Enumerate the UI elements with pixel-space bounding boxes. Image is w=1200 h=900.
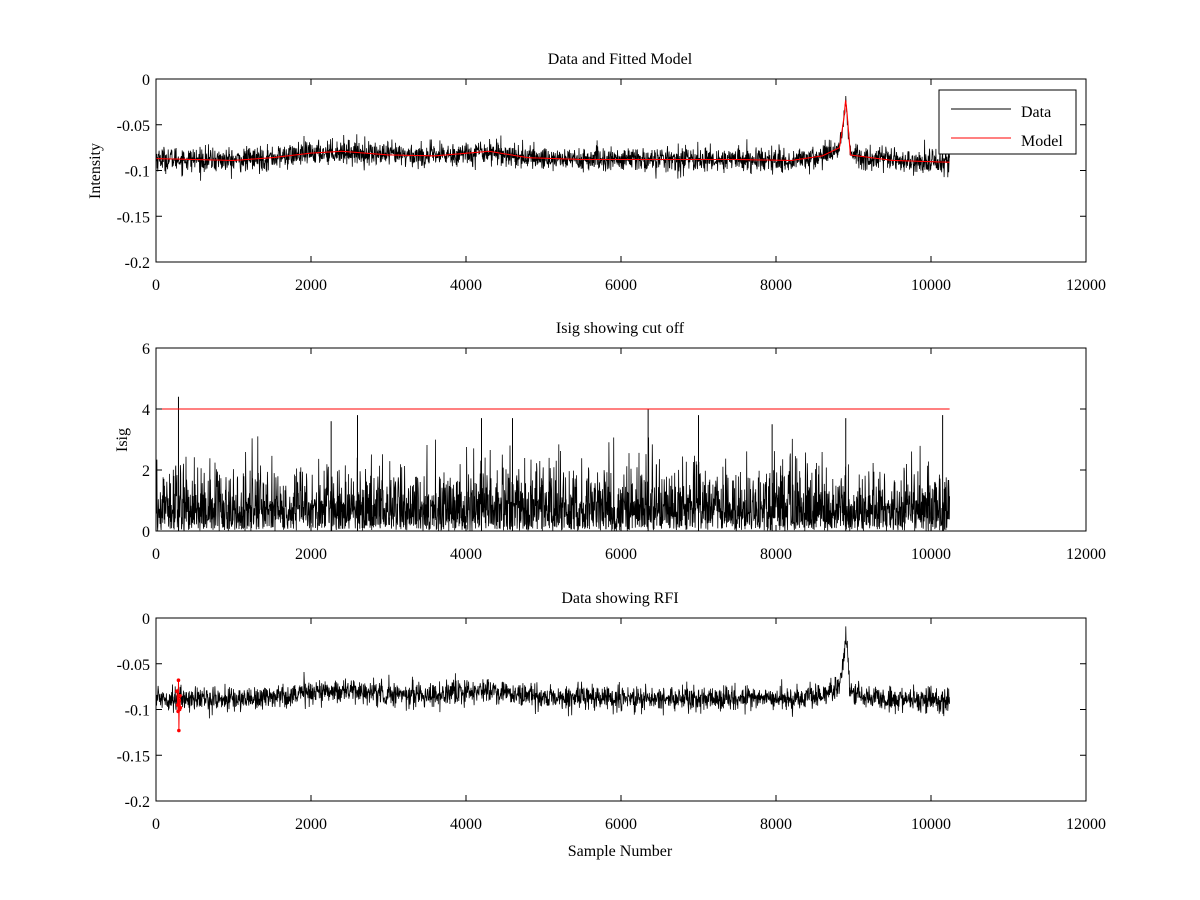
x-tick-label: 12000 [1066,277,1106,294]
y-tick-label: -0.05 [117,657,150,674]
panel-3: Data showing RFI 0 2000 4000 6000 8000 10000 1… [117,590,1106,860]
panel-1-legend: Data Model [938,89,1077,155]
y-tick-label: -0.15 [117,209,150,226]
x-tick-label: 6000 [605,277,637,294]
x-tick-label: 8000 [760,546,792,563]
x-tick-label: 2000 [295,277,327,294]
y-tick-label: -0.1 [125,703,150,720]
y-tick-label: -0.15 [117,748,150,765]
x-tick-label: 0 [152,816,160,833]
panel-1-series-group [156,95,950,181]
y-tick-label: 6 [142,341,150,358]
rfi-point [177,728,181,733]
panel-1-ylabel: Intensity [87,143,104,199]
panel-3-axes: 0 2000 4000 6000 8000 10000 12000 -0.2 -0.15 -0.1… [117,611,1106,833]
panel-1: Data and Fitted Model Intensity 0 2000 400… [87,51,1106,294]
y-tick-label: 0 [142,72,150,89]
y-tick-label: 0 [142,611,150,628]
panel-3-xlabel: Sample Number [568,843,673,860]
legend-data-label: Data [1021,104,1051,121]
panel-3-plot-area [156,626,950,733]
y-tick-label: 0 [142,524,150,541]
x-tick-label: 10000 [911,816,951,833]
panel-2-axes: 0 2000 4000 6000 8000 10000 12000 0 2 4 6 [142,341,1106,563]
x-tick-label: 4000 [450,816,482,833]
y-tick-label: 4 [142,402,150,419]
panel-1-title: Data and Fitted Model [548,51,693,68]
x-tick-label: 2000 [295,816,327,833]
y-tick-label: -0.2 [125,255,150,272]
legend-box [938,89,1077,155]
x-tick-label: 8000 [760,816,792,833]
y-tick-label: -0.1 [125,164,150,181]
panel-1-plot-area [156,95,950,181]
x-tick-label: 10000 [911,546,951,563]
panel-2: Isig showing cut off Isig 0 2000 4000 6000 8… [114,320,1106,563]
rfi-point [178,693,182,698]
y-tick-label: -0.05 [117,118,150,135]
x-tick-label: 6000 [605,816,637,833]
rfi-point [178,705,183,710]
y-tick-label: 2 [142,463,150,480]
rfi-point [176,678,181,683]
legend-model-label: Model [1021,133,1063,150]
series-data-line [156,95,950,181]
x-tick-label: 2000 [295,546,327,563]
panel-2-ylabel: Isig [114,428,131,452]
rfi-point [177,698,182,703]
x-tick-label: 12000 [1066,816,1106,833]
x-tick-label: 6000 [605,546,637,563]
x-tick-label: 12000 [1066,546,1106,563]
panel-1-axes: 0 2000 4000 6000 8000 10000 12000 -0.2 -0.15 -0.1… [117,72,1106,294]
panel-3-title: Data showing RFI [561,590,678,607]
x-tick-label: 10000 [911,277,951,294]
panel-3-series-group [156,626,950,733]
rfi-point [175,689,179,693]
rfi-point [175,703,180,707]
series-data-line [156,626,950,719]
x-tick-label: 4000 [450,277,482,294]
x-tick-label: 0 [152,546,160,563]
x-tick-label: 8000 [760,277,792,294]
x-tick-label: 4000 [450,546,482,563]
y-tick-label: -0.2 [125,794,150,811]
series-model-line [156,100,950,163]
x-tick-label: 0 [152,277,160,294]
panel-2-title: Isig showing cut off [556,320,685,337]
